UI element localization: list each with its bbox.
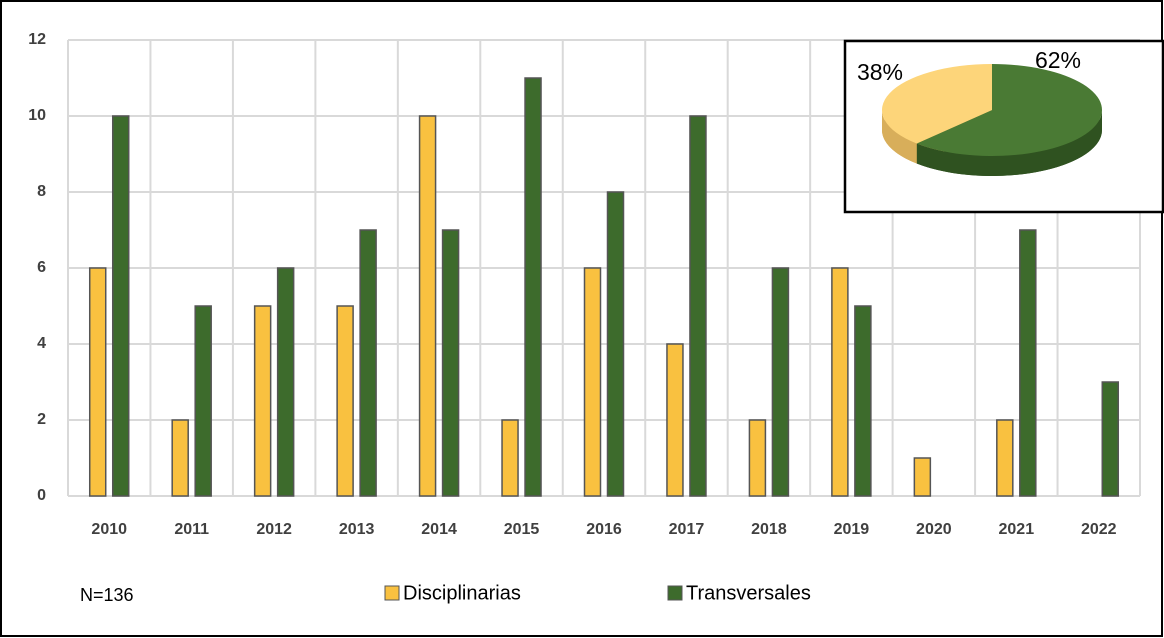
pie-slice-depth [882, 110, 917, 164]
bar [441, 229, 460, 497]
bar [606, 191, 625, 497]
y-tick-label: 8 [37, 183, 46, 200]
bar [1019, 229, 1037, 497]
bar [336, 305, 354, 497]
bar [418, 115, 437, 497]
bar [524, 77, 542, 497]
bar [276, 267, 295, 497]
pie-label: 38% [857, 59, 903, 85]
y-tick-label: 6 [37, 259, 46, 276]
bar [171, 419, 189, 497]
bar [831, 267, 849, 497]
pie-slice [916, 64, 1102, 156]
pie-label: 62% [1035, 47, 1081, 73]
bar [501, 419, 519, 497]
legend-label: Transversales [686, 582, 811, 604]
y-tick-label: 4 [37, 335, 46, 352]
y-tick-label: 2 [37, 411, 46, 428]
bar [748, 419, 767, 497]
x-tick-label: 2016 [586, 521, 622, 538]
x-tick-label: 2021 [999, 521, 1035, 538]
x-tick-label: 2015 [504, 521, 540, 538]
bar [1101, 381, 1120, 497]
legend-label: Disciplinarias [403, 582, 521, 604]
y-tick-label: 12 [28, 31, 46, 48]
bar [253, 305, 272, 497]
x-tick-label: 2014 [421, 521, 457, 538]
bar [583, 267, 602, 497]
bar [996, 419, 1014, 497]
bar [88, 267, 107, 497]
y-tick-label: 10 [28, 107, 46, 124]
bar [771, 267, 790, 497]
bar [194, 305, 212, 497]
x-tick-label: 2013 [339, 521, 375, 538]
x-tick-label: 2010 [91, 521, 127, 538]
bar [689, 115, 707, 497]
bar [359, 229, 377, 497]
bar [111, 115, 130, 497]
bar [666, 343, 684, 497]
x-tick-label: 2018 [751, 521, 787, 538]
bar [913, 457, 932, 497]
pie-slice-depth [916, 110, 1102, 176]
bar [854, 305, 872, 497]
x-tick-label: 2020 [916, 521, 952, 538]
pie-slice [881, 64, 992, 144]
x-tick-label: 2011 [174, 521, 209, 538]
y-tick-label: 0 [37, 487, 46, 504]
legend-swatch [384, 585, 400, 601]
x-tick-label: 2017 [669, 521, 705, 538]
x-tick-label: 2022 [1081, 521, 1117, 538]
legend-swatch [667, 585, 683, 601]
x-tick-label: 2012 [256, 521, 292, 538]
annotation: N=136 [80, 585, 134, 605]
x-tick-label: 2019 [834, 521, 870, 538]
